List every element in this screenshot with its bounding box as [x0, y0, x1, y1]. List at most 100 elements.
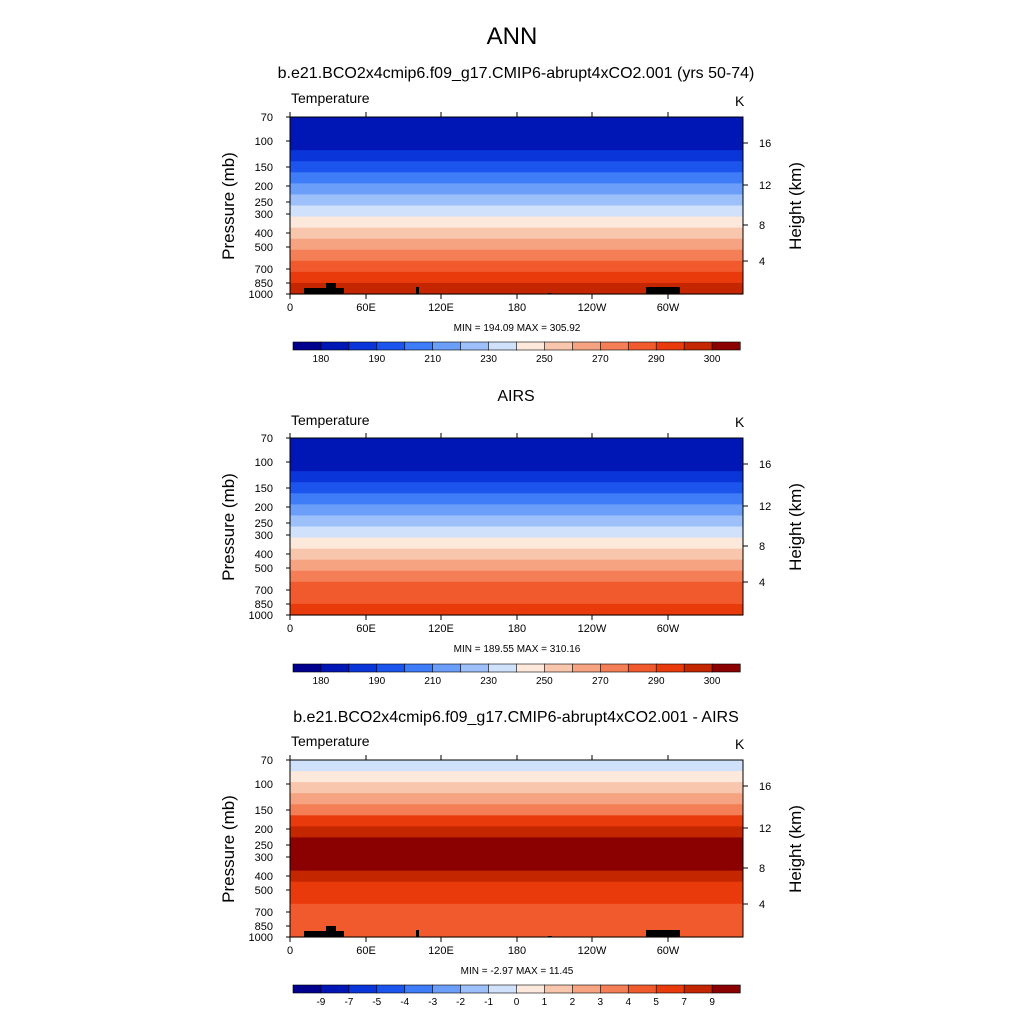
- colorbar-box: [320, 341, 350, 351]
- colorbar-box: [711, 984, 741, 994]
- colorbar-label: 290: [648, 676, 665, 687]
- y-tick-label: 300: [255, 852, 273, 864]
- x-tick-label: 120E: [428, 945, 454, 957]
- contour-band: [290, 249, 743, 262]
- contour-band: [290, 782, 743, 794]
- colorbar-box: [488, 341, 518, 351]
- terrain-block: [304, 931, 344, 937]
- colorbar-box: [488, 663, 518, 673]
- colorbar-label: 250: [536, 354, 553, 365]
- colorbar-label: 250: [536, 676, 553, 687]
- x-tick-label: 120W: [578, 623, 607, 635]
- colorbar-box: [683, 341, 713, 351]
- colorbar-box: [711, 341, 741, 351]
- contour-band: [290, 870, 743, 883]
- panel-2-colorbar-boxes: [292, 663, 741, 673]
- x-tick-label: 60W: [657, 623, 680, 635]
- terrain-block: [416, 287, 419, 294]
- colorbar-box: [544, 341, 573, 351]
- contour-band: [290, 925, 743, 938]
- panel-1-y2-axis-label: Height (km): [786, 162, 805, 250]
- y2-tick-label: 8: [759, 863, 765, 875]
- colorbar-label: -4: [400, 997, 409, 1008]
- colorbar-label: 180: [313, 354, 330, 365]
- contour-band: [290, 150, 743, 162]
- panel-1-y-axis-label: Pressure (mb): [219, 152, 238, 260]
- colorbar-box: [600, 341, 629, 351]
- x-tick-label: 0: [287, 945, 293, 957]
- panel-3-variable-label: Temperature: [291, 733, 370, 749]
- y-tick-label: 850: [255, 921, 273, 933]
- x-tick-label: 60E: [356, 623, 376, 635]
- panel-2: AIRS Temperature K 0 60E 120E 180 120W 60W 70…: [219, 388, 805, 687]
- y2-tick-label: 16: [759, 138, 771, 150]
- panel-1-x-axis: 0 60E 120E 180 120W 60W: [287, 112, 680, 314]
- y-tick-label: 1000: [249, 610, 273, 622]
- contour-band: [290, 216, 743, 229]
- y-tick-label: 300: [255, 209, 273, 221]
- colorbar-box: [655, 663, 685, 673]
- colorbar-label: -3: [428, 997, 437, 1008]
- y2-tick-label: 12: [759, 180, 771, 192]
- contour-band: [290, 161, 743, 173]
- colorbar-label: 210: [424, 354, 441, 365]
- colorbar-label: -1: [484, 997, 493, 1008]
- y-tick-label: 200: [255, 181, 273, 193]
- y-tick-label: 1000: [249, 932, 273, 944]
- contour-band: [290, 804, 743, 816]
- colorbar-box: [404, 663, 434, 673]
- colorbar-label: 270: [592, 354, 609, 365]
- y2-tick-label: 12: [759, 501, 771, 513]
- contour-band: [290, 172, 743, 184]
- contour-band: [290, 482, 743, 494]
- panel-3-y2-axis-label: Height (km): [786, 805, 805, 893]
- x-tick-label: 120W: [578, 945, 607, 957]
- contour-band: [290, 128, 743, 140]
- colorbar-box: [600, 984, 629, 994]
- colorbar-box: [292, 341, 322, 351]
- y-tick-label: 150: [255, 805, 273, 817]
- colorbar-box: [683, 984, 713, 994]
- y-tick-label: 70: [261, 433, 273, 445]
- colorbar-label: 1: [542, 997, 548, 1008]
- y-tick-label: 100: [255, 779, 273, 791]
- panel-1-title: b.e21.BCO2x4cmip6.f09_g17.CMIP6-abrupt4x…: [278, 65, 755, 82]
- colorbar-box: [572, 341, 601, 351]
- panel-2-stats: MIN = 189.55 MAX = 310.16: [454, 644, 581, 655]
- y-tick-label: 250: [255, 840, 273, 852]
- colorbar-box: [348, 984, 378, 994]
- colorbar-box: [292, 663, 322, 673]
- y2-tick-label: 16: [759, 459, 771, 471]
- contour-band: [290, 603, 743, 616]
- contour-band: [290, 570, 743, 583]
- colorbar-box: [376, 341, 406, 351]
- y-tick-label: 500: [255, 885, 273, 897]
- x-tick-label: 180: [508, 623, 526, 635]
- colorbar-box: [572, 984, 601, 994]
- colorbar-label: 5: [653, 997, 659, 1008]
- x-tick-label: 60W: [657, 302, 680, 314]
- y-tick-label: 250: [255, 197, 273, 209]
- colorbar-box: [516, 663, 546, 673]
- contour-band: [290, 848, 743, 861]
- contour-band: [290, 227, 743, 240]
- colorbar-label: 190: [368, 676, 385, 687]
- y-tick-label: 100: [255, 457, 273, 469]
- panel-1-units-label: K: [735, 93, 745, 109]
- colorbar-label: 230: [480, 676, 497, 687]
- y2-tick-label: 8: [759, 541, 765, 553]
- terrain-block: [416, 930, 419, 937]
- y-tick-label: 100: [255, 136, 273, 148]
- contour-band: [290, 881, 743, 894]
- panel-3-colorbar-labels: -9 -7 -5 -4 -3 -2 -1 0 1 2 3 4 5 7 9: [316, 997, 715, 1008]
- panel-3-colorbar: -9 -7 -5 -4 -3 -2 -1 0 1 2 3 4 5 7 9: [292, 984, 741, 1008]
- colorbar-label: 4: [626, 997, 632, 1008]
- contour-band: [290, 859, 743, 872]
- y-tick-label: 700: [255, 264, 273, 276]
- contour-band: [290, 194, 743, 207]
- panel-1: b.e21.BCO2x4cmip6.f09_g17.CMIP6-abrupt4x…: [219, 65, 805, 365]
